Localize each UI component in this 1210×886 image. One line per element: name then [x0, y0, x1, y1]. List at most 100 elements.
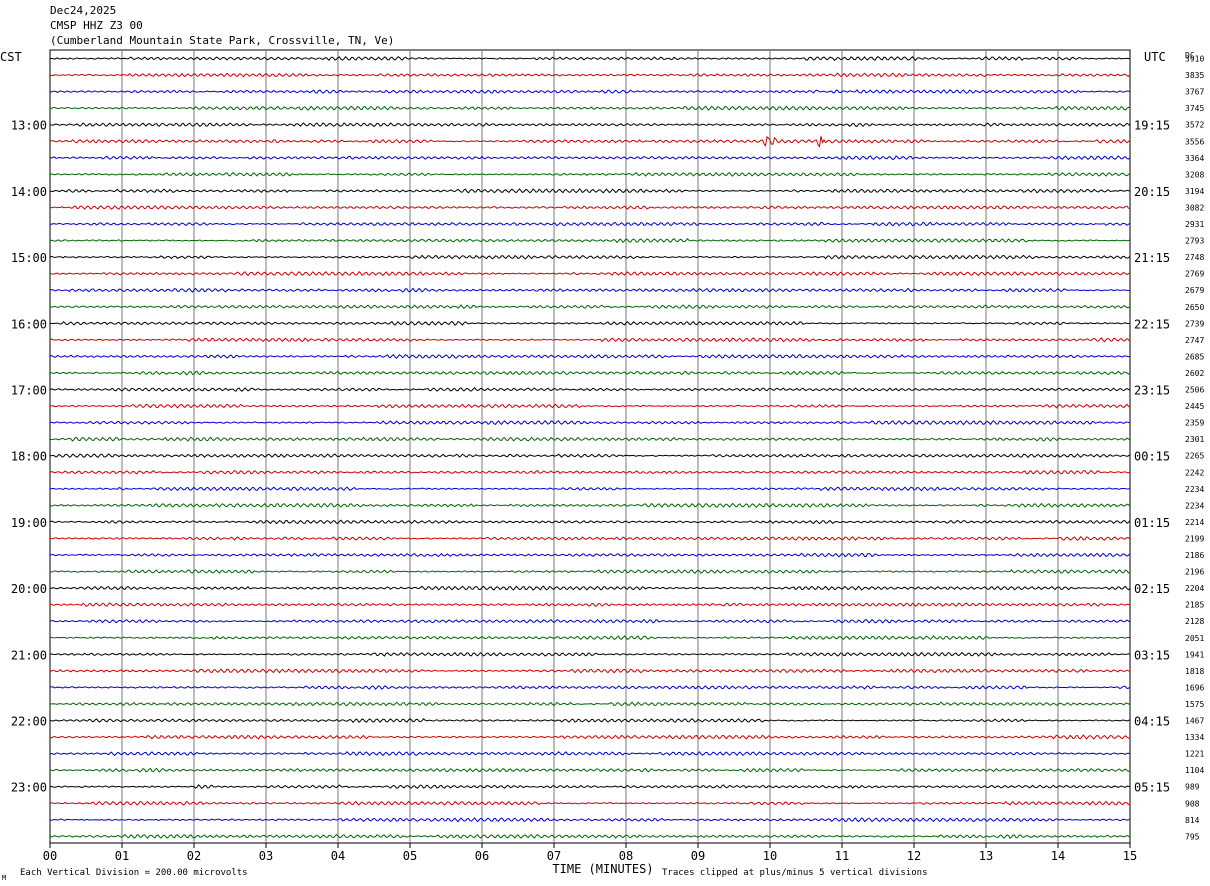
trace-dc-value: 2214	[1185, 518, 1204, 527]
seismic-trace	[49, 287, 1131, 293]
seismic-trace	[49, 89, 1131, 94]
utc-label: UTC	[1144, 50, 1166, 64]
cst-hour-label: 14:00	[11, 185, 47, 199]
trace-dc-value: 3572	[1185, 121, 1204, 130]
trace-dc-value: 1467	[1185, 717, 1204, 726]
trace-dc-value: 2196	[1185, 568, 1204, 577]
trace-dc-value: 2506	[1185, 386, 1204, 395]
dc-label: DC	[1185, 51, 1195, 60]
utc-hour-label: 21:15	[1134, 251, 1170, 265]
utc-hour-label: 01:15	[1134, 516, 1170, 530]
seismic-trace	[49, 72, 1131, 78]
trace-dc-value: 3208	[1185, 170, 1204, 179]
seismic-trace	[49, 436, 1131, 442]
trace-dc-value: 908	[1185, 799, 1200, 808]
trace-dc-value: 1941	[1185, 650, 1204, 659]
seismic-trace	[49, 221, 1131, 227]
trace-dc-value: 2679	[1185, 286, 1204, 295]
utc-hour-label: 19:15	[1134, 119, 1170, 133]
cst-hour-label: 16:00	[11, 317, 47, 331]
seismic-trace	[49, 701, 1131, 707]
seismic-trace	[49, 171, 1131, 177]
seismic-trace	[49, 536, 1131, 541]
cst-hour-label: 23:00	[11, 781, 47, 795]
cst-hour-label: 13:00	[11, 119, 47, 133]
trace-dc-value: 2185	[1185, 601, 1204, 610]
x-tick-label: 11	[835, 849, 849, 863]
trace-dc-value: 2234	[1185, 501, 1204, 510]
x-tick-label: 01	[115, 849, 129, 863]
trace-dc-value: 1334	[1185, 733, 1204, 742]
trace-dc-value: 814	[1185, 816, 1200, 825]
utc-hour-label: 04:15	[1134, 715, 1170, 729]
seismic-trace	[49, 800, 1131, 806]
seismic-trace	[49, 254, 1131, 260]
seismic-trace	[49, 403, 1131, 409]
x-axis-title: TIME (MINUTES)	[552, 862, 653, 876]
x-tick-label: 14	[1051, 849, 1065, 863]
trace-dc-value: 3194	[1185, 187, 1204, 196]
seismic-trace	[49, 569, 1131, 575]
cst-label: CST	[0, 50, 22, 64]
trace-dc-value: 2769	[1185, 270, 1204, 279]
seismic-trace	[49, 238, 1131, 244]
x-tick-label: 13	[979, 849, 993, 863]
seismic-trace	[49, 750, 1131, 757]
station-code: CMSP HHZ Z3 00	[50, 19, 143, 32]
trace-dc-value: 1575	[1185, 700, 1204, 709]
plot-frame	[49, 49, 1131, 844]
trace-dc-value: 2199	[1185, 534, 1204, 543]
seismic-trace	[49, 55, 1131, 62]
x-tick-label: 09	[691, 849, 705, 863]
seismic-trace	[49, 767, 1131, 773]
utc-hour-label: 02:15	[1134, 582, 1170, 596]
seismic-trace	[49, 337, 1131, 343]
trace-dc-value: 2748	[1185, 253, 1204, 262]
trace-dc-value: 2204	[1185, 584, 1204, 593]
x-tick-label: 10	[763, 849, 777, 863]
x-tick-label: 05	[403, 849, 417, 863]
seismic-trace	[49, 502, 1131, 508]
utc-hour-label: 22:15	[1134, 317, 1170, 331]
trace-dc-value: 2359	[1185, 419, 1204, 428]
axis-labels: 00 01 02 03 04 05 06 07 08 09 10 11 12 13 14 15 3910 3835…	[0, 50, 1204, 882]
trace-dc-value: 2747	[1185, 336, 1204, 345]
seismic-traces	[49, 55, 1131, 839]
trace-dc-value: 2602	[1185, 369, 1204, 378]
trace-dc-value: 3910	[1185, 55, 1204, 64]
scale-note: Each Vertical Division = 200.00 microvol…	[20, 868, 248, 878]
utc-hour-label: 20:15	[1134, 185, 1170, 199]
x-tick-label: 06	[475, 849, 489, 863]
cst-hour-label: 22:00	[11, 715, 47, 729]
seismic-trace	[49, 469, 1131, 475]
trace-dc-value: 1696	[1185, 683, 1204, 692]
trace-dc-value: 1818	[1185, 667, 1204, 676]
seismic-trace	[49, 685, 1131, 691]
corner-mark: M	[2, 874, 6, 882]
seismic-trace	[49, 718, 1131, 724]
trace-dc-value: 2128	[1185, 617, 1204, 626]
trace-dc-value: 2793	[1185, 237, 1204, 246]
trace-dc-value: 3745	[1185, 104, 1204, 113]
trace-dc-value: 2186	[1185, 551, 1204, 560]
seismic-trace	[49, 370, 1131, 376]
seismic-trace	[49, 354, 1131, 359]
seismic-trace	[49, 304, 1131, 310]
seismic-trace	[49, 453, 1131, 459]
trace-dc-value: 2234	[1185, 485, 1204, 494]
seismic-trace	[49, 635, 1131, 641]
seismic-trace	[49, 817, 1131, 823]
cst-hour-label: 15:00	[11, 251, 47, 265]
station-location: (Cumberland Mountain State Park, Crossvi…	[50, 34, 395, 47]
trace-dc-value: 989	[1185, 783, 1200, 792]
x-tick-label: 15	[1123, 849, 1137, 863]
trace-dc-value: 3835	[1185, 71, 1204, 80]
seismic-trace	[49, 585, 1131, 591]
seismic-trace	[49, 204, 1131, 210]
seismic-trace	[49, 105, 1131, 111]
x-tick-label: 12	[907, 849, 921, 863]
x-tick-label: 03	[259, 849, 273, 863]
x-tick-label: 04	[331, 849, 345, 863]
trace-dc-value: 3556	[1185, 137, 1204, 146]
